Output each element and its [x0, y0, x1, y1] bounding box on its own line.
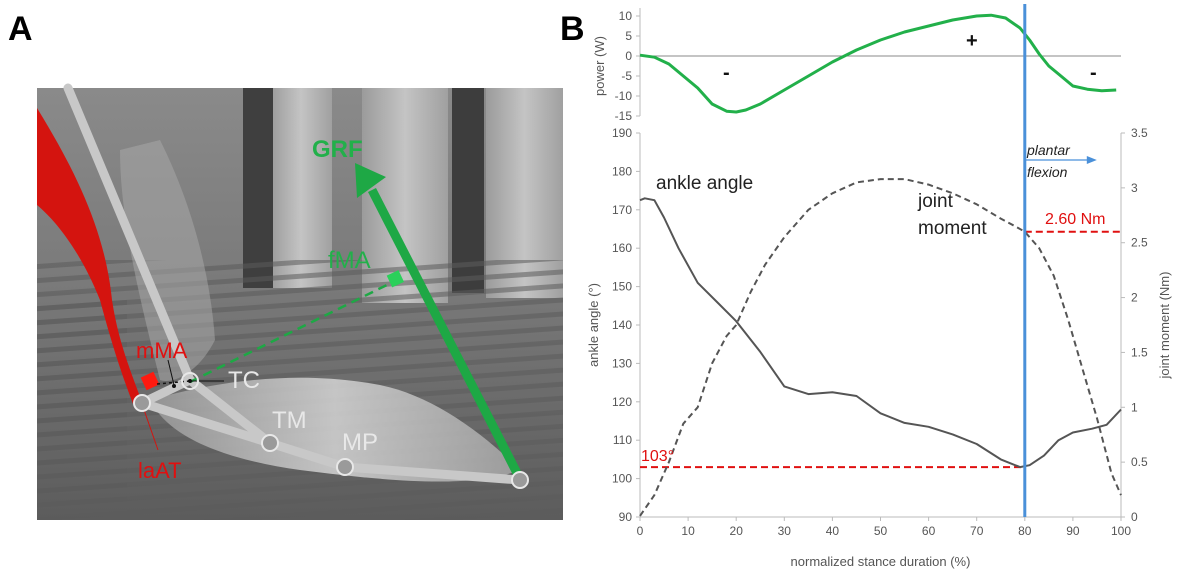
power-chart: 10 5 0 -5 -10 -15 power (W)	[592, 8, 1121, 123]
right-y-tick-label: 3	[1131, 181, 1138, 195]
mma-leader-line	[167, 359, 175, 386]
fma-dashed-line	[189, 278, 398, 384]
annotation-angle-value: 103°	[641, 448, 674, 465]
label-laat: laAT	[138, 458, 182, 483]
power-sign-minus-1: -	[723, 62, 730, 84]
x-tick-label: 40	[826, 524, 840, 538]
panel-a-letter: A	[8, 10, 33, 48]
left-y-tick-label: 100	[612, 472, 632, 486]
annotation-flexion: flexion	[1027, 164, 1068, 180]
metatarsal-bone	[265, 438, 350, 472]
phalanx-bone	[340, 462, 525, 485]
power-y-tick-label: 10	[619, 9, 633, 23]
label-fma: fMA	[328, 247, 371, 274]
mma-point	[172, 384, 176, 388]
tarsal-bone-lower	[137, 398, 275, 448]
label-tc: TC	[228, 367, 260, 394]
left-y-tick-label: 130	[612, 356, 632, 370]
power-y-tick-label: -5	[621, 69, 632, 83]
x-tick-label: 10	[681, 524, 695, 538]
left-y-tick-label: 90	[619, 510, 633, 524]
left-y-tick-label: 160	[612, 241, 632, 255]
ankle-angle-series-line	[639, 197, 1122, 469]
left-y-axis-title: ankle angle (°)	[586, 283, 601, 367]
photo-pillar-left	[270, 88, 332, 288]
x-tick-label: 30	[778, 524, 792, 538]
right-y-tick-label: 0	[1131, 510, 1138, 524]
right-y-tick-label: 1	[1131, 400, 1138, 414]
power-y-tick-label: -10	[615, 89, 633, 103]
label-grf: GRF	[312, 136, 363, 163]
x-tick-label: 100	[1111, 524, 1131, 538]
panel-b-letter: B	[560, 10, 585, 48]
annotation-joint-moment-1: joint	[917, 191, 954, 212]
muscle-shape	[37, 108, 142, 404]
x-tick-label: 90	[1066, 524, 1080, 538]
left-y-tick-label: 170	[612, 203, 632, 217]
label-mma: mMA	[136, 338, 188, 363]
tarsal-bone-upper	[185, 375, 275, 448]
x-tick-label: 20	[730, 524, 744, 538]
joint-tc-center	[188, 379, 192, 383]
power-y-tick-label: -15	[615, 109, 633, 123]
right-y-tick-label: 0.5	[1131, 455, 1148, 469]
x-axis-title: normalized stance duration (%)	[791, 554, 971, 569]
panel-a-overlay: GRF fMA mMA TC TM MP laAT	[37, 83, 529, 489]
joint-moment-series-line	[639, 178, 1122, 517]
photo-leg	[120, 140, 215, 381]
label-tm: TM	[272, 407, 307, 434]
power-y-axis-title: power (W)	[592, 36, 607, 96]
x-tick-label: 60	[922, 524, 936, 538]
right-y-tick-label: 2	[1131, 291, 1138, 305]
x-tick-label: 50	[874, 524, 888, 538]
right-y-tick-label: 3.5	[1131, 126, 1148, 140]
photo-shadow-right	[452, 88, 484, 293]
right-y-tick-label: 2.5	[1131, 236, 1148, 250]
annotation-ankle-angle: ankle angle	[656, 173, 753, 194]
laat-line	[141, 403, 159, 451]
right-y-axis-title: joint moment (Nm)	[1157, 272, 1172, 380]
annotation-moment-value: 2.60 Nm	[1045, 211, 1105, 228]
joint-mp	[336, 458, 354, 476]
joint-tm	[261, 434, 279, 452]
label-mp: MP	[342, 429, 378, 456]
annotation-joint-moment-2: moment	[918, 218, 987, 239]
tibia-bone	[63, 83, 195, 385]
right-y-tick-label: 1.5	[1131, 345, 1148, 359]
left-y-tick-label: 110	[613, 433, 632, 447]
joint-tc	[181, 372, 199, 390]
annotation-plantar: plantar	[1026, 142, 1071, 158]
angle-moment-chart: 9010011012013014015016017018019000.511.5…	[586, 4, 1172, 569]
grf-arrow-head	[355, 163, 386, 198]
mma-right-angle-marker	[140, 371, 160, 391]
x-tick-label: 0	[637, 524, 644, 538]
power-y-tick-label: 5	[625, 29, 632, 43]
x-tick-label: 80	[1018, 524, 1032, 538]
joint-toe	[511, 471, 529, 489]
grf-arrow-shaft	[367, 187, 523, 478]
left-y-tick-label: 180	[612, 164, 632, 178]
left-y-tick-label: 120	[612, 395, 632, 409]
plantar-flexion-arrow-head	[1086, 156, 1097, 164]
power-sign-plus: +	[966, 30, 978, 52]
x-tick-label: 70	[970, 524, 984, 538]
power-series-line	[639, 13, 1117, 114]
photo-foot	[150, 377, 520, 482]
power-y-tick-label: 0	[625, 49, 632, 63]
joint-heel	[133, 394, 151, 412]
left-y-tick-label: 140	[612, 318, 632, 332]
left-y-tick-label: 150	[612, 280, 632, 294]
panel-a-photo	[37, 88, 563, 520]
power-sign-minus-2: -	[1090, 62, 1097, 84]
photo-shadow-left	[243, 88, 273, 288]
fma-right-angle-marker	[386, 270, 404, 288]
left-y-tick-label: 190	[612, 126, 632, 140]
